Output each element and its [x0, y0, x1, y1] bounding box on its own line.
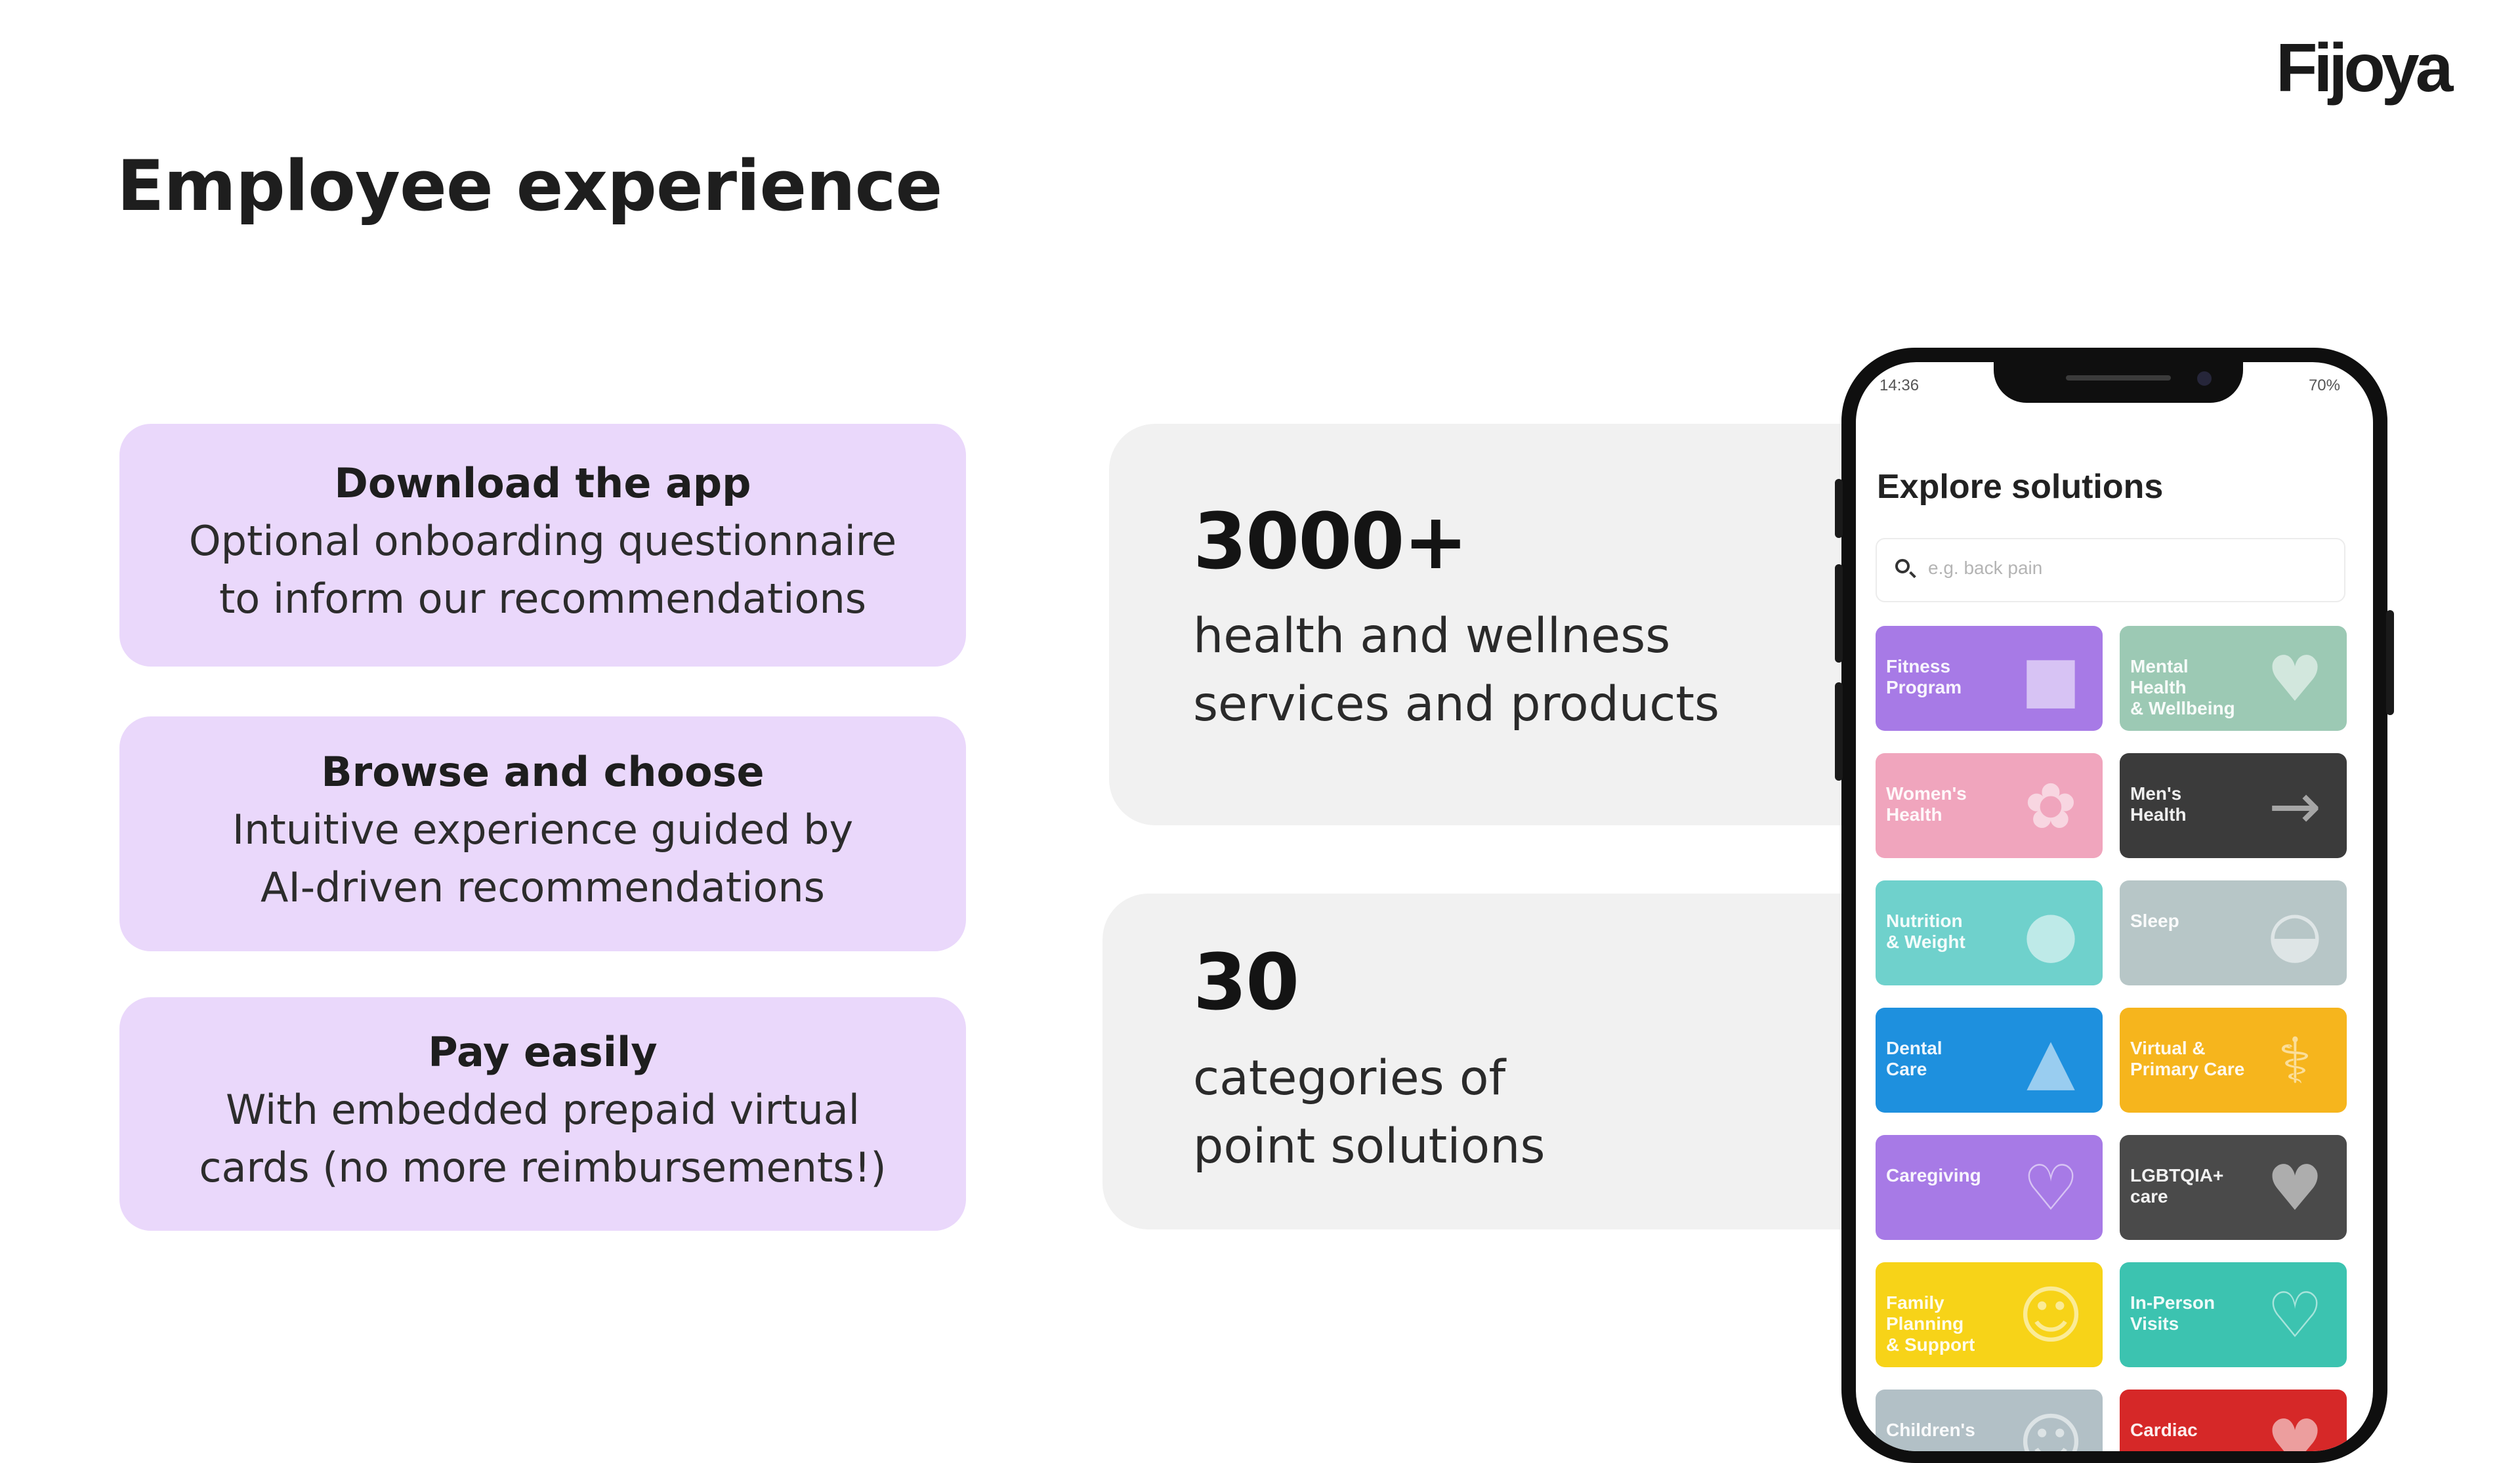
- solution-tile[interactable]: ♥ Mental Health & Wellbeing: [2120, 626, 2347, 731]
- step-line: Intuitive experience guided by: [232, 806, 854, 854]
- stat-line: health and wellness: [1193, 608, 1671, 664]
- solution-tile[interactable]: ■ Fitness Program: [1876, 626, 2103, 731]
- heart-brain-icon: ♥: [2266, 642, 2324, 716]
- step-line: With embedded prepaid virtual: [226, 1086, 860, 1134]
- phone-screen: 14:36 70% Explore solutions e.g. back pa…: [1856, 362, 2373, 1451]
- hands-heart-icon: ♡: [2022, 1151, 2080, 1225]
- solution-tile[interactable]: ☺ Children's: [1876, 1390, 2103, 1451]
- solution-tile[interactable]: ♡ Caregiving: [1876, 1135, 2103, 1240]
- family-icon: ☺: [2017, 1279, 2084, 1352]
- status-battery: 70%: [2308, 377, 2340, 394]
- stat-number: 3000+: [1193, 496, 1468, 587]
- stat-card-services: 3000+ health and wellness services and p…: [1109, 424, 1897, 825]
- step-line: cards (no more reimbursements!): [199, 1144, 887, 1191]
- solution-tile-label: Men's Health: [2130, 783, 2187, 825]
- stat-line: point solutions: [1193, 1119, 1545, 1174]
- tulip-icon: ✿: [2024, 770, 2078, 843]
- cardiac-icon: ♥: [2266, 1406, 2324, 1451]
- dumbbell-icon: ■: [2021, 642, 2081, 716]
- step-title: Pay easily: [428, 1028, 658, 1076]
- page-title: Employee experience: [117, 146, 942, 226]
- speaker-grille: [2066, 375, 2171, 381]
- solution-tile-label: Sleep: [2130, 911, 2179, 931]
- phone-volume-button: [1835, 682, 1843, 781]
- step-title: Browse and choose: [321, 748, 765, 796]
- solution-tile-label: Caregiving: [1886, 1165, 1981, 1185]
- heart-stethoscope-icon: ♡: [2266, 1279, 2324, 1352]
- stat-number: 30: [1193, 937, 1299, 1027]
- search-placeholder: e.g. back pain: [1928, 558, 2043, 578]
- solution-tile-label: Family Planning & Support: [1886, 1292, 1975, 1355]
- solution-tile-label: Children's: [1886, 1420, 1975, 1440]
- solution-tile[interactable]: ♥ Cardiac: [2120, 1390, 2347, 1451]
- stat-description: health and wellness services and product…: [1193, 602, 1719, 739]
- solution-tile[interactable]: ♥ LGBTQIA+ care: [2120, 1135, 2347, 1240]
- runner-icon: →: [2268, 770, 2322, 843]
- tooth-icon: ▲: [2026, 1024, 2075, 1098]
- stat-line: services and products: [1193, 676, 1720, 732]
- stethoscope-icon: ⚕: [2278, 1024, 2312, 1098]
- front-camera: [2197, 371, 2212, 386]
- solution-tile-label: LGBTQIA+ care: [2130, 1165, 2224, 1206]
- solution-tile[interactable]: → Men's Health: [2120, 753, 2347, 858]
- stat-description: categories of point solutions: [1193, 1044, 1545, 1181]
- step-card-download: Download the app Optional onboarding que…: [119, 424, 966, 667]
- child-icon: ☺: [2017, 1406, 2084, 1451]
- solution-tile[interactable]: ✿ Women's Health: [1876, 753, 2103, 858]
- brand-logo: Fijoya: [2276, 28, 2486, 110]
- phone-power-button: [2386, 610, 2394, 715]
- phone-notch: [1994, 362, 2243, 403]
- rainbow-heart-icon: ♥: [2266, 1151, 2324, 1225]
- screen-title: Explore solutions: [1877, 468, 2164, 506]
- solution-tile-label: Fitness Program: [1886, 656, 1962, 697]
- solution-tile-label: Nutrition & Weight: [1886, 911, 1965, 952]
- sleep-mask-icon: ◒: [2267, 897, 2322, 970]
- solution-tile-label: Cardiac: [2130, 1420, 2198, 1440]
- solution-tile[interactable]: ◒ Sleep: [2120, 880, 2347, 985]
- step-line: to inform our recommendations: [219, 575, 867, 623]
- stat-card-categories: 30 categories of point solutions: [1102, 894, 1897, 1229]
- search-input[interactable]: e.g. back pain: [1876, 538, 2345, 602]
- step-line: Optional onboarding questionnaire: [188, 517, 897, 565]
- salad-bowl-icon: ●: [2023, 897, 2078, 970]
- status-time: 14:36: [1880, 377, 1920, 394]
- search-icon: [1895, 559, 1910, 573]
- step-card-browse: Browse and choose Intuitive experience g…: [119, 716, 966, 951]
- solution-tile-label: Women's Health: [1886, 783, 1967, 825]
- step-line: AI-driven recommendations: [261, 863, 825, 911]
- solution-tile-label: Mental Health & Wellbeing: [2130, 656, 2235, 718]
- solution-tile-label: Virtual & Primary Care: [2130, 1038, 2245, 1079]
- phone-mockup: 14:36 70% Explore solutions e.g. back pa…: [1835, 348, 2394, 1463]
- solution-tile[interactable]: ⚕ Virtual & Primary Care: [2120, 1008, 2347, 1113]
- solution-tile[interactable]: ♡ In-Person Visits: [2120, 1262, 2347, 1367]
- solution-tile-label: Dental Care: [1886, 1038, 1942, 1079]
- phone-volume-button: [1835, 564, 1843, 663]
- solution-tile-label: In-Person Visits: [2130, 1292, 2216, 1334]
- phone-side-button: [1835, 479, 1843, 538]
- step-card-pay: Pay easily With embedded prepaid virtual…: [119, 997, 966, 1231]
- step-title: Download the app: [334, 459, 751, 507]
- solution-tile[interactable]: ▲ Dental Care: [1876, 1008, 2103, 1113]
- solution-tile[interactable]: ● Nutrition & Weight: [1876, 880, 2103, 985]
- logo-text: Fijoya: [2276, 30, 2454, 106]
- solution-tile[interactable]: ☺ Family Planning & Support: [1876, 1262, 2103, 1367]
- stat-line: categories of: [1193, 1050, 1506, 1106]
